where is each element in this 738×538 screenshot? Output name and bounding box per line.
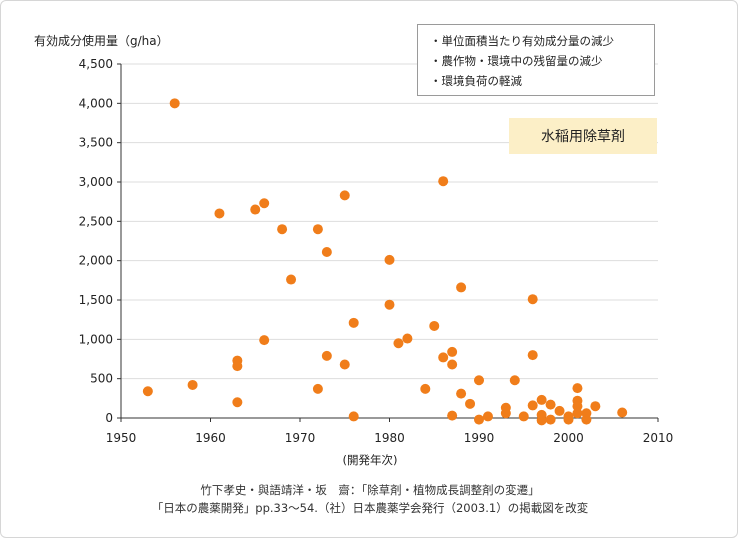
x-tick-label: 2010 — [643, 431, 674, 445]
data-point — [232, 397, 243, 408]
data-point — [232, 361, 243, 372]
data-point — [384, 299, 395, 310]
data-point — [617, 407, 628, 418]
data-point — [420, 383, 431, 394]
notes-box: ・単位面積当たり有効成分量の減少 ・農作物・環境中の残留量の減少 ・環境負荷の軽… — [417, 24, 655, 96]
data-point — [312, 224, 323, 235]
data-point — [277, 224, 288, 235]
y-tick-label: 1,000 — [79, 332, 113, 346]
data-point — [554, 405, 565, 416]
data-point — [527, 294, 538, 305]
x-axis-title: (開発年次) — [342, 453, 398, 467]
data-point — [527, 350, 538, 361]
data-point — [572, 401, 583, 412]
x-tick-label: 1980 — [374, 431, 405, 445]
data-point — [348, 411, 359, 422]
data-point — [402, 333, 413, 344]
y-tick-label: 500 — [90, 372, 113, 386]
y-axis-title: 有効成分使用量（g/ha） — [34, 34, 169, 48]
data-point — [321, 350, 332, 361]
note-line: ・農作物・環境中の残留量の減少 — [430, 54, 603, 68]
data-points — [142, 98, 628, 426]
data-point — [572, 408, 583, 419]
data-point — [187, 379, 198, 390]
data-point — [518, 411, 529, 422]
y-tick-label: 0 — [105, 411, 113, 425]
data-point — [482, 411, 493, 422]
y-tick-label: 4,500 — [79, 57, 113, 71]
data-point — [259, 198, 270, 209]
x-tick-label: 1950 — [106, 431, 137, 445]
data-point — [312, 383, 323, 394]
y-tick-label: 3,500 — [79, 136, 113, 150]
data-point — [447, 410, 458, 421]
data-point — [438, 176, 449, 187]
data-point — [259, 335, 270, 346]
x-tick-label: 2000 — [553, 431, 584, 445]
data-point — [563, 414, 574, 425]
data-point — [214, 208, 225, 219]
data-point — [465, 398, 476, 409]
data-point — [447, 346, 458, 357]
data-point — [339, 359, 350, 370]
x-tick-label: 1970 — [285, 431, 316, 445]
note-line: ・単位面積当たり有効成分量の減少 — [430, 34, 614, 48]
y-tick-label: 4,000 — [79, 96, 113, 110]
data-point — [456, 388, 467, 399]
y-tick-label: 3,000 — [79, 175, 113, 189]
data-point — [536, 394, 547, 405]
data-point — [474, 375, 484, 386]
data-point — [545, 414, 556, 425]
data-point — [438, 352, 449, 363]
data-point — [429, 320, 440, 331]
y-tick-label: 2,500 — [79, 214, 113, 228]
data-point — [384, 254, 395, 265]
grid-lines — [121, 63, 658, 380]
source-citation-line2: 「日本の農薬開発」pp.33～54.（社）日本農薬学会発行（2003.1）の掲載… — [151, 501, 589, 515]
data-point — [169, 98, 180, 109]
y-tick-labels: 0 500 1,000 1,500 2,000 2,500 3,000 3,500 4,000 4… — [79, 57, 113, 425]
x-tick-labels: 1950 1960 1970 1980 1990 2000 2010 — [106, 431, 674, 445]
highlight-label: 水稲用除草剤 — [509, 118, 657, 154]
y-tick-label: 2,000 — [79, 254, 113, 268]
data-point — [572, 383, 583, 394]
data-point — [545, 399, 556, 410]
data-point — [527, 400, 538, 411]
y-tick-label: 1,500 — [79, 293, 113, 307]
data-point — [474, 414, 484, 425]
note-line: ・環境負荷の軽減 — [430, 74, 522, 88]
data-point — [500, 408, 511, 419]
data-point — [339, 190, 350, 201]
x-tick-label: 1990 — [464, 431, 495, 445]
data-point — [447, 359, 458, 370]
data-point — [321, 247, 332, 258]
data-point — [509, 375, 520, 386]
data-point — [456, 282, 467, 293]
x-tick-label: 1960 — [195, 431, 226, 445]
source-citation-line1: 竹下孝史・與語靖洋・坂 齋：「除草剤・植物成長調整剤の変遷」 — [200, 483, 540, 497]
data-point — [590, 401, 601, 412]
data-point — [286, 274, 297, 285]
data-point — [348, 317, 359, 328]
data-point — [393, 338, 404, 349]
data-point — [536, 415, 547, 426]
data-point — [250, 204, 261, 215]
data-point — [581, 414, 592, 425]
data-point — [142, 386, 153, 397]
